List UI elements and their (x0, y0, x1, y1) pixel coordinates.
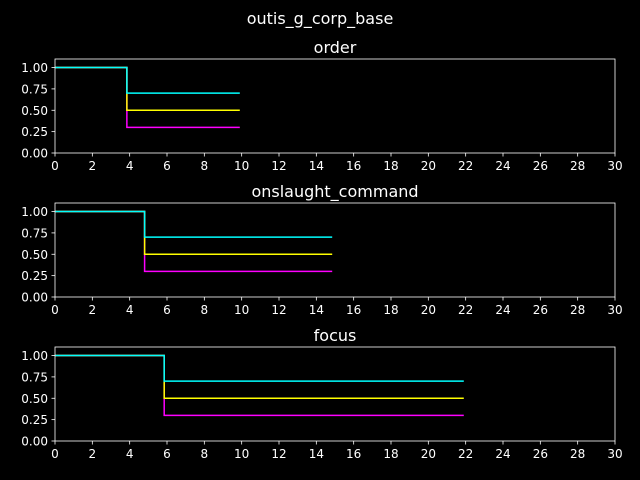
x-tick-label: 16 (346, 447, 361, 461)
x-tick-label: 24 (495, 303, 510, 317)
x-tick-label: 22 (458, 303, 473, 317)
x-tick-label: 8 (201, 159, 209, 173)
y-tick-label: 1.00 (21, 205, 48, 219)
x-tick-label: 26 (533, 159, 548, 173)
y-tick-label: 0.25 (21, 125, 48, 139)
x-tick-label: 0 (51, 159, 59, 173)
y-tick-label: 0.00 (21, 291, 48, 305)
axes-frame (54, 346, 616, 442)
panel-title: onslaught_command (251, 182, 418, 202)
axes-frame (54, 58, 616, 154)
x-tick-label: 2 (89, 447, 97, 461)
x-tick-label: 12 (271, 303, 286, 317)
x-tick-label: 2 (89, 303, 97, 317)
x-tick-label: 10 (234, 303, 249, 317)
x-tick-label: 4 (126, 303, 134, 317)
x-tick-label: 28 (570, 159, 585, 173)
x-tick-label: 14 (309, 447, 324, 461)
x-tick-label: 28 (570, 303, 585, 317)
y-tick-label: 0.75 (21, 226, 48, 240)
x-tick-label: 8 (201, 303, 209, 317)
y-tick-label: 0.00 (21, 435, 48, 449)
x-tick-label: 26 (533, 303, 548, 317)
x-tick-label: 20 (421, 303, 436, 317)
x-tick-label: 10 (234, 159, 249, 173)
x-tick-label: 20 (421, 159, 436, 173)
y-tick-label: 0.50 (21, 248, 48, 262)
series-line (55, 354, 464, 382)
x-tick-label: 18 (383, 447, 398, 461)
figure-title: outis_g_corp_base (247, 9, 394, 29)
panel-title: order (314, 38, 357, 57)
x-tick-label: 10 (234, 447, 249, 461)
x-tick-label: 30 (607, 303, 622, 317)
x-tick-label: 16 (346, 159, 361, 173)
x-tick-label: 22 (458, 159, 473, 173)
series-line (55, 66, 240, 94)
y-tick-label: 0.25 (21, 269, 48, 283)
y-tick-label: 0.75 (21, 82, 48, 96)
x-tick-label: 6 (163, 159, 171, 173)
x-tick-label: 4 (126, 159, 134, 173)
y-tick-label: 0.50 (21, 392, 48, 406)
x-tick-label: 24 (495, 447, 510, 461)
x-tick-label: 0 (51, 447, 59, 461)
x-tick-label: 26 (533, 447, 548, 461)
x-tick-label: 18 (383, 303, 398, 317)
x-tick-label: 0 (51, 303, 59, 317)
x-tick-label: 8 (201, 447, 209, 461)
y-tick-label: 1.00 (21, 61, 48, 75)
y-tick-label: 0.50 (21, 104, 48, 118)
x-tick-label: 22 (458, 447, 473, 461)
series-line (55, 210, 333, 238)
x-tick-label: 28 (570, 447, 585, 461)
x-tick-label: 18 (383, 159, 398, 173)
axes-frame (54, 202, 616, 298)
y-tick-label: 0.00 (21, 147, 48, 161)
x-tick-label: 30 (607, 447, 622, 461)
y-tick-label: 0.25 (21, 413, 48, 427)
panel-title: focus (314, 326, 357, 345)
x-tick-label: 6 (163, 447, 171, 461)
x-tick-label: 12 (271, 159, 286, 173)
x-tick-label: 6 (163, 303, 171, 317)
y-tick-label: 1.00 (21, 349, 48, 363)
x-tick-label: 16 (346, 303, 361, 317)
x-tick-label: 4 (126, 447, 134, 461)
y-tick-label: 0.75 (21, 370, 48, 384)
x-tick-label: 14 (309, 303, 324, 317)
x-tick-label: 12 (271, 447, 286, 461)
x-tick-label: 30 (607, 159, 622, 173)
x-tick-label: 14 (309, 159, 324, 173)
x-tick-label: 20 (421, 447, 436, 461)
x-tick-label: 2 (89, 159, 97, 173)
x-tick-label: 24 (495, 159, 510, 173)
